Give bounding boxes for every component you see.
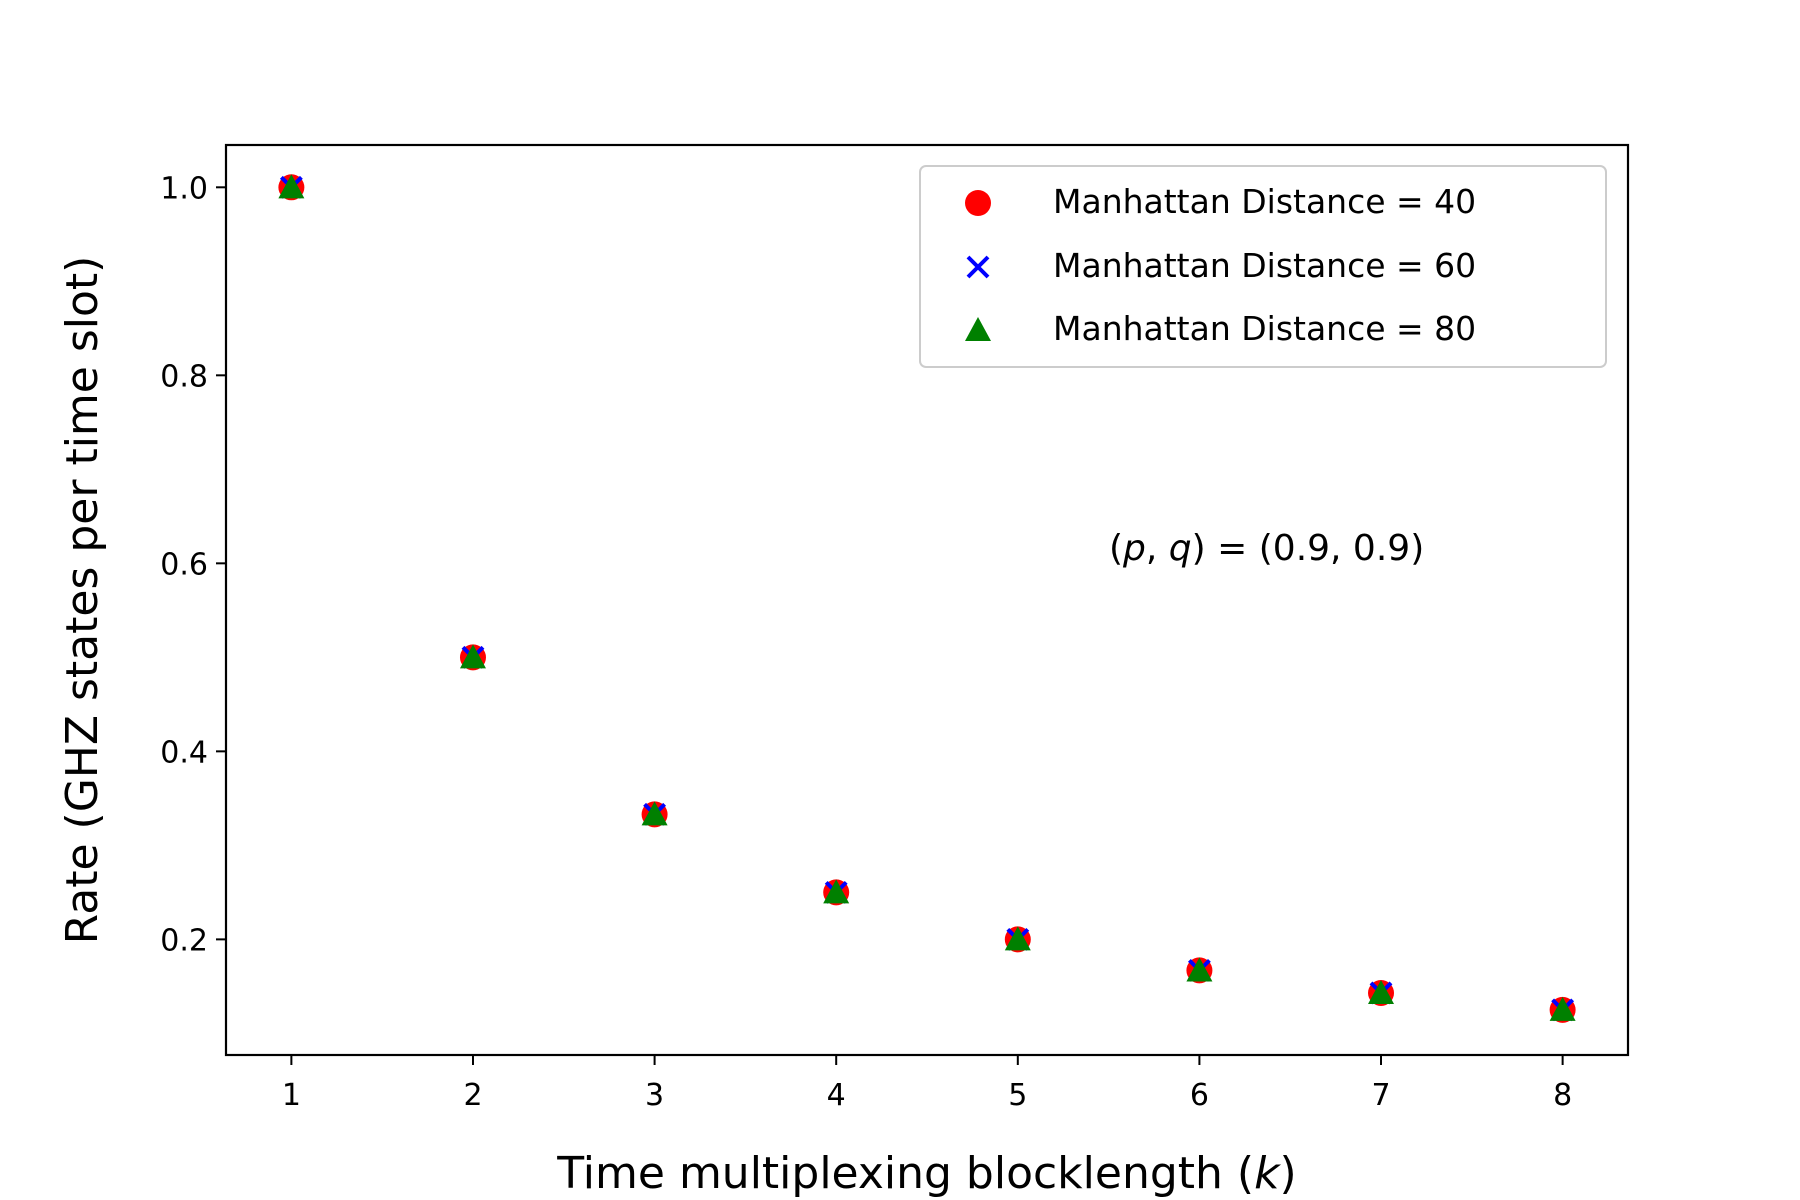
x-tick-label: 2 bbox=[463, 1078, 482, 1113]
legend-markers bbox=[965, 190, 991, 342]
legend: Manhattan Distance = 40 Manhattan Distan… bbox=[919, 165, 1607, 368]
data-points bbox=[278, 174, 1576, 1023]
plot-frame bbox=[224, 143, 1630, 1057]
legend-label-md40: Manhattan Distance = 40 bbox=[1053, 182, 1476, 221]
x-tick-label: 7 bbox=[1371, 1078, 1390, 1113]
data-point-md80 bbox=[1186, 957, 1213, 982]
x-tick-label: 8 bbox=[1553, 1078, 1572, 1113]
x-tick-label: 4 bbox=[827, 1078, 846, 1113]
data-point-md80 bbox=[823, 879, 850, 904]
data-point-md80 bbox=[1549, 996, 1576, 1021]
x-tick-label: 6 bbox=[1190, 1078, 1209, 1113]
axis-ticks: 1 2 3 4 5 6 7 8 0.2 0.4 0.6 0.8 1.0 bbox=[160, 171, 1572, 1113]
y-axis-label: Rate (GHZ states per time slot) bbox=[57, 256, 108, 945]
data-point-md80 bbox=[278, 174, 305, 199]
y-tick-label: 0.2 bbox=[160, 923, 208, 958]
legend-marker-md60 bbox=[966, 255, 990, 279]
y-tick-label: 0.8 bbox=[160, 359, 208, 394]
legend-box bbox=[919, 165, 1607, 368]
data-point-md80 bbox=[1004, 926, 1031, 951]
data-point-md80 bbox=[459, 644, 486, 669]
y-tick-label: 1.0 bbox=[160, 171, 208, 206]
data-point-md80 bbox=[641, 801, 668, 826]
parameter-annotation: (p, q) = (0.9, 0.9) bbox=[1109, 528, 1424, 569]
legend-marker-md80 bbox=[965, 317, 991, 342]
legend-label-md60: Manhattan Distance = 60 bbox=[1053, 246, 1476, 285]
x-tick-label: 1 bbox=[282, 1078, 301, 1113]
legend-label-md80: Manhattan Distance = 80 bbox=[1053, 309, 1476, 348]
data-point-md80 bbox=[1368, 979, 1395, 1005]
x-tick-label: 5 bbox=[1008, 1078, 1027, 1113]
legend-marker-md40 bbox=[965, 190, 991, 216]
x-axis-label: Time multiplexing blocklength (k) bbox=[556, 1148, 1296, 1199]
y-tick-label: 0.6 bbox=[160, 547, 208, 582]
x-tick-label: 3 bbox=[645, 1078, 664, 1113]
y-tick-label: 0.4 bbox=[160, 735, 208, 770]
